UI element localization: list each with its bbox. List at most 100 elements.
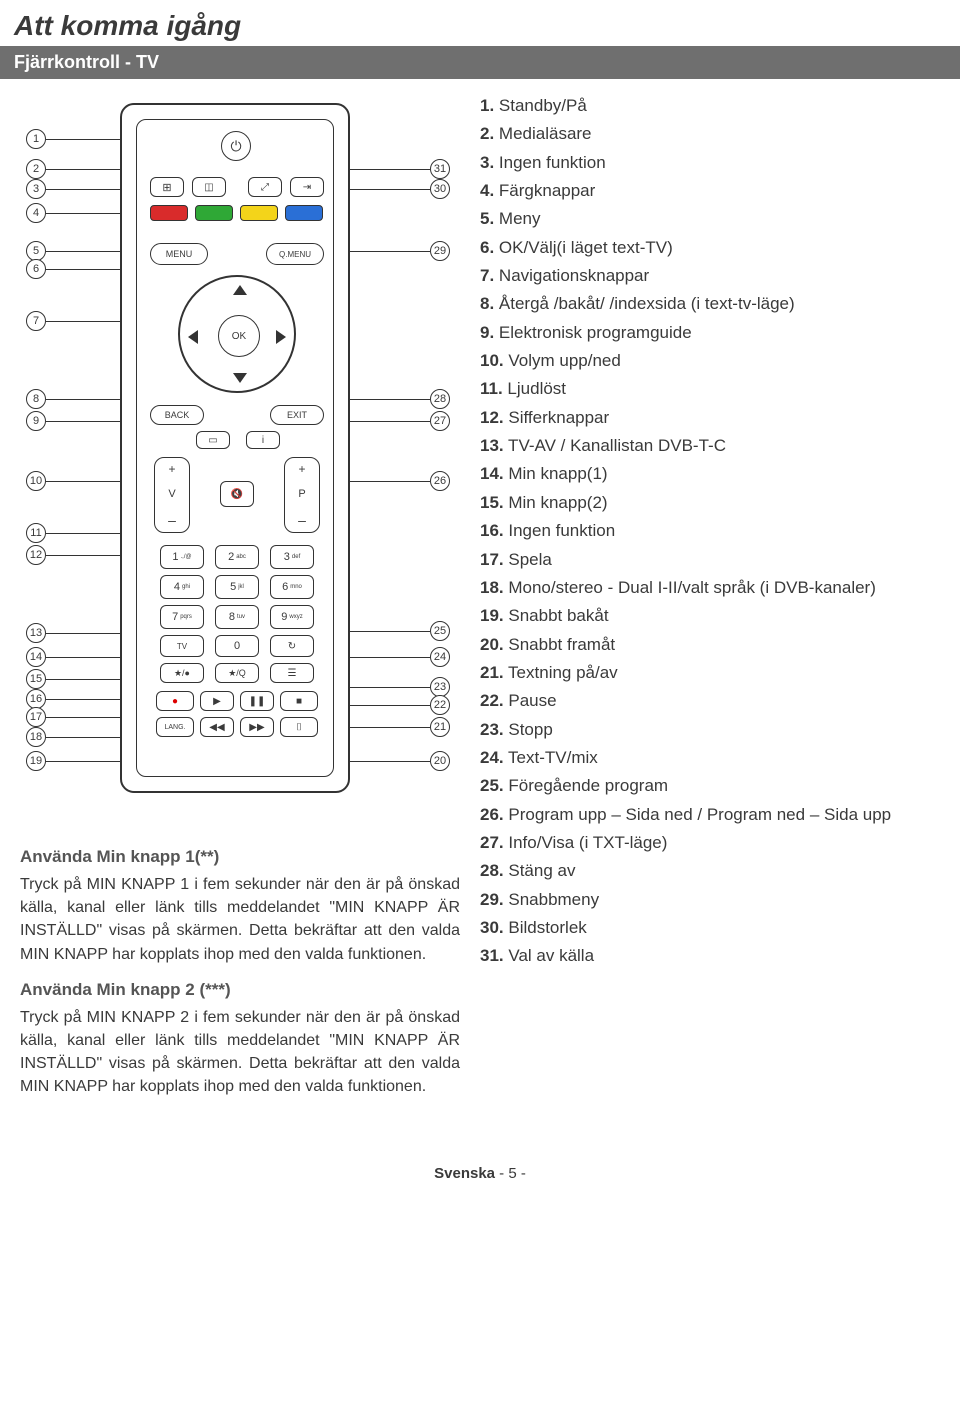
play-button: ▶ [200, 691, 234, 711]
back-button: BACK [150, 405, 204, 425]
callout-28: 28 [430, 389, 450, 409]
callout-7: 7 [26, 311, 46, 331]
legend-item: 7. Navigationsknappar [480, 263, 940, 289]
tv-button: TV [160, 635, 204, 657]
sub-button: ⌷ [280, 717, 318, 737]
numkey-9: 9wxyz [270, 605, 314, 629]
remote-outline: ⏻ ⊞ ◫ ⤢ ⇥ MENU Q.MENU OK [120, 103, 350, 793]
color-button [240, 205, 278, 221]
callout-12: 12 [26, 545, 46, 565]
rew-button: ◀◀ [200, 717, 234, 737]
legend-item: 3. Ingen funktion [480, 150, 940, 176]
numkey-6: 6mno [270, 575, 314, 599]
legend-item: 29. Snabbmeny [480, 887, 940, 913]
legend-item: 20. Snabbt framåt [480, 632, 940, 658]
legend-item: 27. Info/Visa (i TXT-läge) [480, 830, 940, 856]
section1-heading: Använda Min knapp 1(**) [20, 847, 460, 867]
legend-item: 5. Meny [480, 206, 940, 232]
section2-para: Tryck på MIN KNAPP 2 i fem sekunder när … [20, 1006, 460, 1099]
ff-button: ▶▶ [240, 717, 274, 737]
numkey-3: 3def [270, 545, 314, 569]
callout-21: 21 [430, 717, 450, 737]
legend-item: 13. TV-AV / Kanallistan DVB-T-C [480, 433, 940, 459]
callout-20: 20 [430, 751, 450, 771]
power-button: ⏻ [221, 131, 251, 161]
prog-rocker: +P– [284, 457, 320, 533]
legend-item: 18. Mono/stereo - Dual I-II/valt språk (… [480, 575, 940, 601]
legend-item: 10. Volym upp/ned [480, 348, 940, 374]
pause-button: ❚❚ [240, 691, 274, 711]
no-func-button: ◫ [192, 177, 226, 197]
menu-button: MENU [150, 243, 208, 265]
size-button: ⤢ [248, 177, 282, 197]
dpad: OK [178, 275, 296, 393]
legend-item: 15. Min knapp(2) [480, 490, 940, 516]
mute-button: 🔇 [220, 481, 254, 507]
section2-heading: Använda Min knapp 2 (***) [20, 980, 460, 1000]
callout-17: 17 [26, 707, 46, 727]
stop-button: ■ [280, 691, 318, 711]
text-button: ☰ [270, 663, 314, 683]
legend-item: 9. Elektronisk programguide [480, 320, 940, 346]
callout-8: 8 [26, 389, 46, 409]
legend-item: 14. Min knapp(1) [480, 461, 940, 487]
callout-24: 24 [430, 647, 450, 667]
exit-button: EXIT [270, 405, 324, 425]
source-button: ⇥ [290, 177, 324, 197]
legend-item: 6. OK/Välj(i läget text-TV) [480, 235, 940, 261]
numkey-4: 4ghi [160, 575, 204, 599]
numkey-7: 7pqrs [160, 605, 204, 629]
page-title: Att komma igång [0, 0, 960, 46]
numkey-1: 1.,/@ [160, 545, 204, 569]
vol-rocker: +V– [154, 457, 190, 533]
callout-2: 2 [26, 159, 46, 179]
legend-item: 22. Pause [480, 688, 940, 714]
numkey-8: 8tuv [215, 605, 259, 629]
legend-item: 17. Spela [480, 547, 940, 573]
color-button [150, 205, 188, 221]
color-button [285, 205, 323, 221]
callout-14: 14 [26, 647, 46, 667]
legend-item: 28. Stäng av [480, 858, 940, 884]
callout-15: 15 [26, 669, 46, 689]
callout-11: 11 [26, 523, 46, 543]
legend-item: 24. Text-TV/mix [480, 745, 940, 771]
legend-item: 11. Ljudlöst [480, 376, 940, 402]
numkey-0: 0 [215, 635, 259, 657]
mybtn1: ★/● [160, 663, 204, 683]
mybtn2: ★/Q [215, 663, 259, 683]
numkey-5: 5jkl [215, 575, 259, 599]
swap-button: ↻ [270, 635, 314, 657]
callout-4: 4 [26, 203, 46, 223]
callout-9: 9 [26, 411, 46, 431]
media-button: ⊞ [150, 177, 184, 197]
legend-item: 19. Snabbt bakåt [480, 603, 940, 629]
callout-31: 31 [430, 159, 450, 179]
callout-30: 30 [430, 179, 450, 199]
callout-18: 18 [26, 727, 46, 747]
callout-22: 22 [430, 695, 450, 715]
legend-item: 21. Textning på/av [480, 660, 940, 686]
legend-item: 30. Bildstorlek [480, 915, 940, 941]
legend-item: 25. Föregående program [480, 773, 940, 799]
legend-item: 23. Stopp [480, 717, 940, 743]
callout-16: 16 [26, 689, 46, 709]
callout-25: 25 [430, 621, 450, 641]
callout-1: 1 [26, 129, 46, 149]
ok-button: OK [218, 315, 260, 357]
legend-item: 1. Standby/På [480, 93, 940, 119]
callout-3: 3 [26, 179, 46, 199]
section-subtitle: Fjärrkontroll - TV [0, 46, 960, 79]
legend-item: 16. Ingen funktion [480, 518, 940, 544]
rec-button: ● [156, 691, 194, 711]
legend-item: 12. Sifferknappar [480, 405, 940, 431]
legend-item: 4. Färgknappar [480, 178, 940, 204]
callout-23: 23 [430, 677, 450, 697]
callout-19: 19 [26, 751, 46, 771]
lang-button: LANG. [156, 717, 194, 737]
qmenu-button: Q.MENU [266, 243, 324, 265]
numkey-2: 2abc [215, 545, 259, 569]
power-icon: ⏻ [230, 138, 241, 155]
callout-13: 13 [26, 623, 46, 643]
callout-5: 5 [26, 241, 46, 261]
